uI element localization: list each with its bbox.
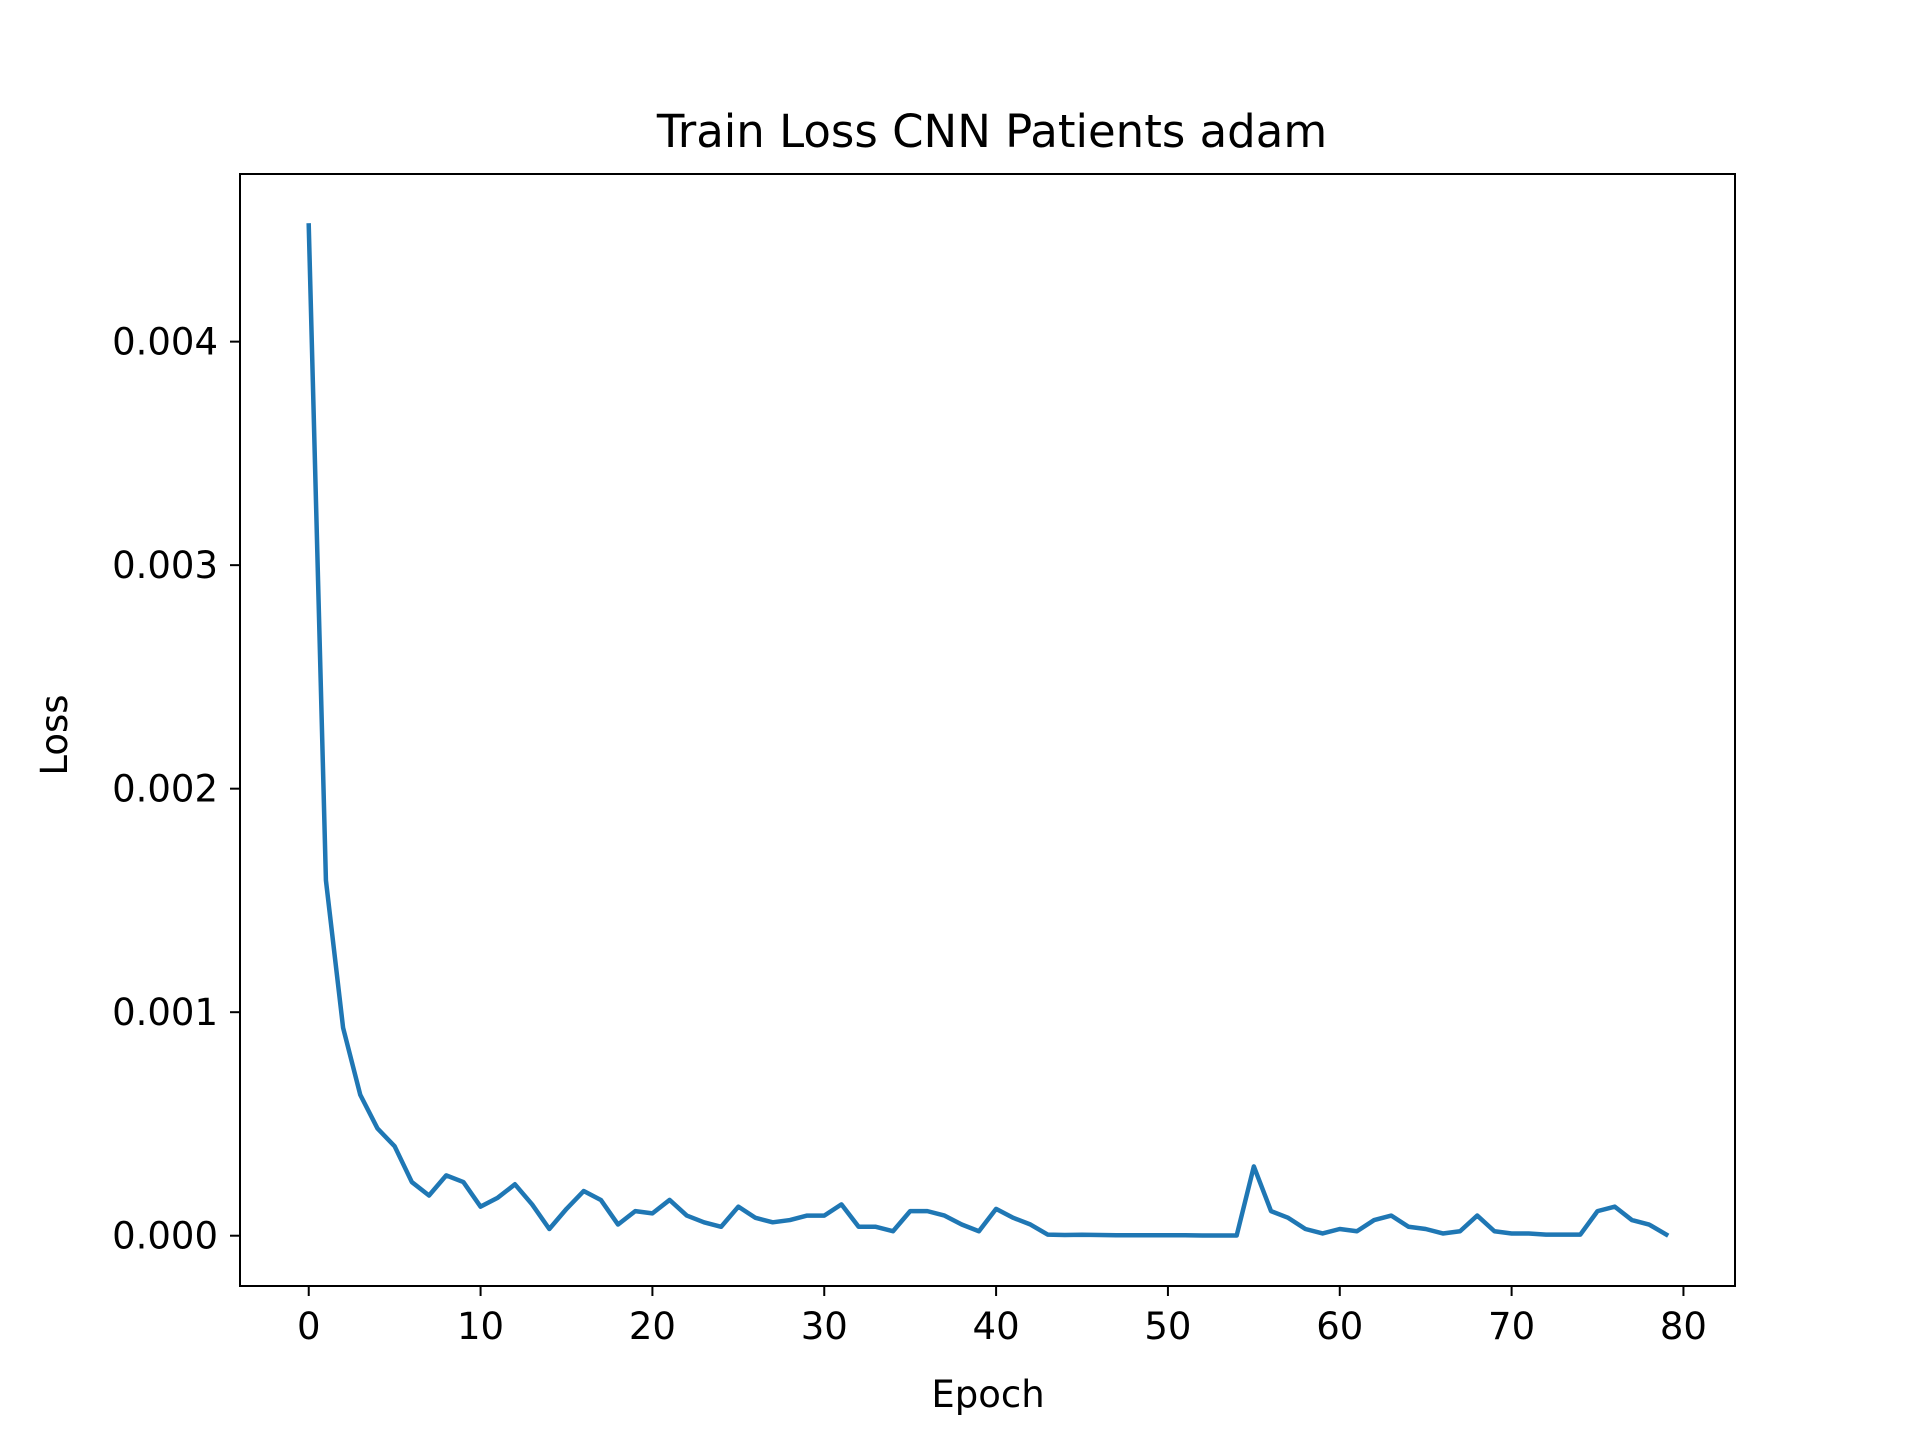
y-tick-label: 0.000 <box>112 1215 218 1258</box>
x-tick-label: 70 <box>1488 1305 1535 1348</box>
x-tick-label: 30 <box>801 1305 848 1348</box>
y-tick-label: 0.002 <box>112 768 218 811</box>
x-tick-label: 10 <box>457 1305 504 1348</box>
y-tick-label: 0.003 <box>112 544 218 587</box>
plot-area-frame <box>239 173 1736 1287</box>
y-axis: 0.000 0.001 0.002 0.003 0.004 <box>112 321 240 1258</box>
series-layer <box>306 223 1670 1238</box>
x-tick-label: 50 <box>1144 1305 1191 1348</box>
x-tick-label: 80 <box>1660 1305 1707 1348</box>
x-tick-label: 60 <box>1316 1305 1363 1348</box>
y-axis-label: Loss <box>33 694 76 775</box>
y-tick-label: 0.001 <box>112 991 218 1034</box>
x-axis: 0 10 20 30 40 50 60 70 80 <box>297 1286 1707 1348</box>
x-tick-label: 0 <box>297 1305 321 1348</box>
y-tick-label: 0.004 <box>112 321 218 364</box>
x-tick-label: 20 <box>629 1305 676 1348</box>
x-axis-label: Epoch <box>931 1373 1044 1416</box>
series-line-0 <box>306 223 1670 1238</box>
x-tick-label: 40 <box>973 1305 1020 1348</box>
chart-title: Train Loss CNN Patients adam <box>656 105 1327 158</box>
